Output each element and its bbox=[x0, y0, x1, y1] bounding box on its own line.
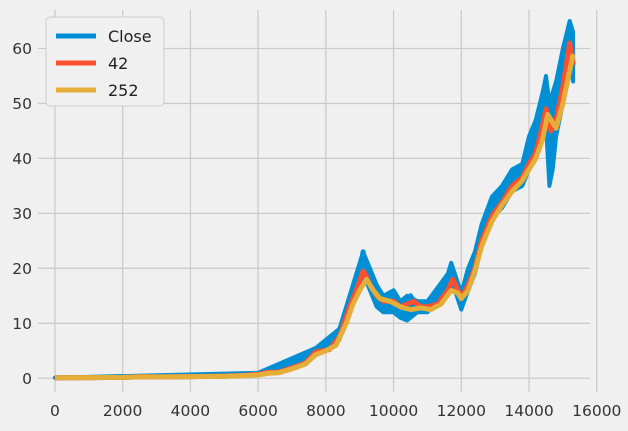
legend-label-close: Close bbox=[108, 27, 152, 46]
y-tick-label: 20 bbox=[12, 260, 32, 278]
y-tick-label: 60 bbox=[12, 40, 32, 58]
y-tick-label: 50 bbox=[12, 95, 32, 113]
x-tick-label: 14000 bbox=[504, 402, 553, 420]
legend: Close 42 252 bbox=[45, 16, 165, 107]
y-tick-label: 30 bbox=[12, 205, 32, 223]
x-tick-label: 12000 bbox=[437, 402, 486, 420]
series-252-line bbox=[54, 53, 576, 381]
x-tick-label: 4000 bbox=[171, 402, 210, 420]
y-tick-label: 40 bbox=[12, 150, 32, 168]
x-tick-label: 10000 bbox=[369, 402, 418, 420]
y-tick-label: 10 bbox=[12, 315, 32, 333]
x-tick-label: 8000 bbox=[306, 402, 345, 420]
tick-labels: 0 2000 4000 6000 8000 10000 12000 14000 16000 0 10… bbox=[12, 40, 621, 420]
legend-box bbox=[45, 16, 165, 107]
x-tick-label: 16000 bbox=[572, 402, 621, 420]
legend-label-42: 42 bbox=[108, 54, 128, 73]
grid bbox=[38, 10, 598, 392]
x-tick-label: 0 bbox=[50, 402, 60, 420]
series-252 bbox=[54, 53, 576, 381]
series-group bbox=[52, 19, 576, 381]
x-tick-label: 2000 bbox=[103, 402, 142, 420]
legend-label-252: 252 bbox=[108, 81, 139, 100]
x-tick-label: 6000 bbox=[238, 402, 277, 420]
y-tick-label: 0 bbox=[22, 370, 32, 388]
